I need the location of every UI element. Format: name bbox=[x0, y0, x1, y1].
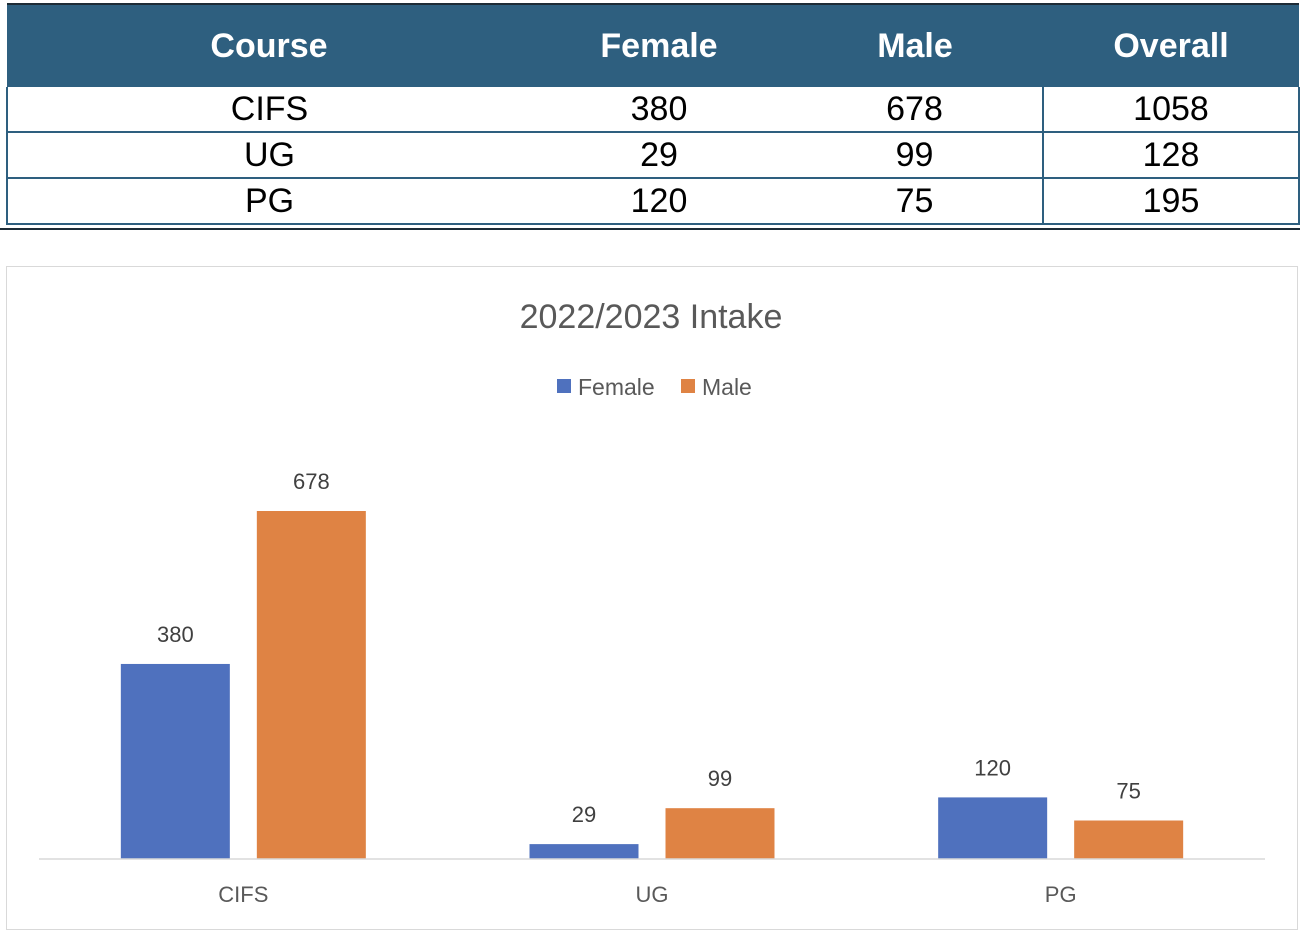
data-label-female-ug: 29 bbox=[572, 802, 596, 827]
data-label-female-cifs: 380 bbox=[157, 622, 194, 647]
header-course: Course bbox=[7, 3, 531, 87]
cell-female: 29 bbox=[531, 132, 787, 179]
cell-male: 75 bbox=[787, 178, 1044, 225]
x-tick-label-ug: UG bbox=[636, 882, 669, 907]
bar-female-pg bbox=[938, 797, 1048, 859]
cell-course: CIFS bbox=[6, 87, 531, 133]
header-male: Male bbox=[787, 3, 1043, 87]
header-overall: Overall bbox=[1043, 3, 1299, 87]
cell-overall: 128 bbox=[1043, 132, 1300, 179]
cell-course: UG bbox=[6, 132, 531, 179]
table-row: PG 120 75 195 bbox=[6, 178, 1300, 225]
chart-bars: 380 678 29 99 120 75 bbox=[120, 469, 1184, 859]
bar-female-ug bbox=[529, 844, 639, 859]
legend-label-female: Female bbox=[578, 374, 655, 400]
legend-swatch-female bbox=[557, 379, 571, 393]
cell-female: 120 bbox=[531, 178, 787, 225]
cell-male: 99 bbox=[787, 132, 1044, 179]
x-axis-ticks: CIFS UG PG bbox=[218, 882, 1076, 907]
legend-label-male: Male bbox=[702, 374, 752, 400]
x-tick-label-pg: PG bbox=[1045, 882, 1077, 907]
table-body: CIFS 380 678 1058 UG 29 99 128 PG 120 75… bbox=[6, 87, 1300, 225]
cell-overall: 1058 bbox=[1043, 87, 1300, 133]
bar-male-pg bbox=[1074, 820, 1184, 859]
table-row: UG 29 99 128 bbox=[6, 132, 1300, 179]
table-row: CIFS 380 678 1058 bbox=[6, 87, 1300, 133]
cell-course: PG bbox=[6, 178, 531, 225]
legend-swatch-male bbox=[681, 379, 695, 393]
data-label-male-cifs: 678 bbox=[293, 469, 330, 494]
bar-female-cifs bbox=[120, 663, 230, 859]
table-header: Course Female Male Overall bbox=[7, 3, 1299, 87]
chart-title: 2022/2023 Intake bbox=[520, 298, 783, 336]
cell-overall: 195 bbox=[1043, 178, 1300, 225]
cell-female: 380 bbox=[531, 87, 787, 133]
bar-male-cifs bbox=[256, 511, 366, 859]
header-female: Female bbox=[531, 3, 787, 87]
chart-legend: Female Male bbox=[557, 374, 752, 400]
bar-male-ug bbox=[665, 808, 775, 859]
cell-male: 678 bbox=[787, 87, 1044, 133]
header-course-label: Course bbox=[210, 26, 328, 65]
intake-table: Course Female Male Overall CIFS 380 678 … bbox=[6, 3, 1300, 225]
data-label-female-pg: 120 bbox=[974, 755, 1011, 780]
table-bottom-rule bbox=[0, 228, 1300, 230]
x-tick-label-cifs: CIFS bbox=[218, 882, 268, 907]
table-header-row: Course Female Male Overall bbox=[7, 3, 1299, 87]
data-label-male-pg: 75 bbox=[1116, 779, 1140, 804]
data-label-male-ug: 99 bbox=[708, 766, 732, 791]
